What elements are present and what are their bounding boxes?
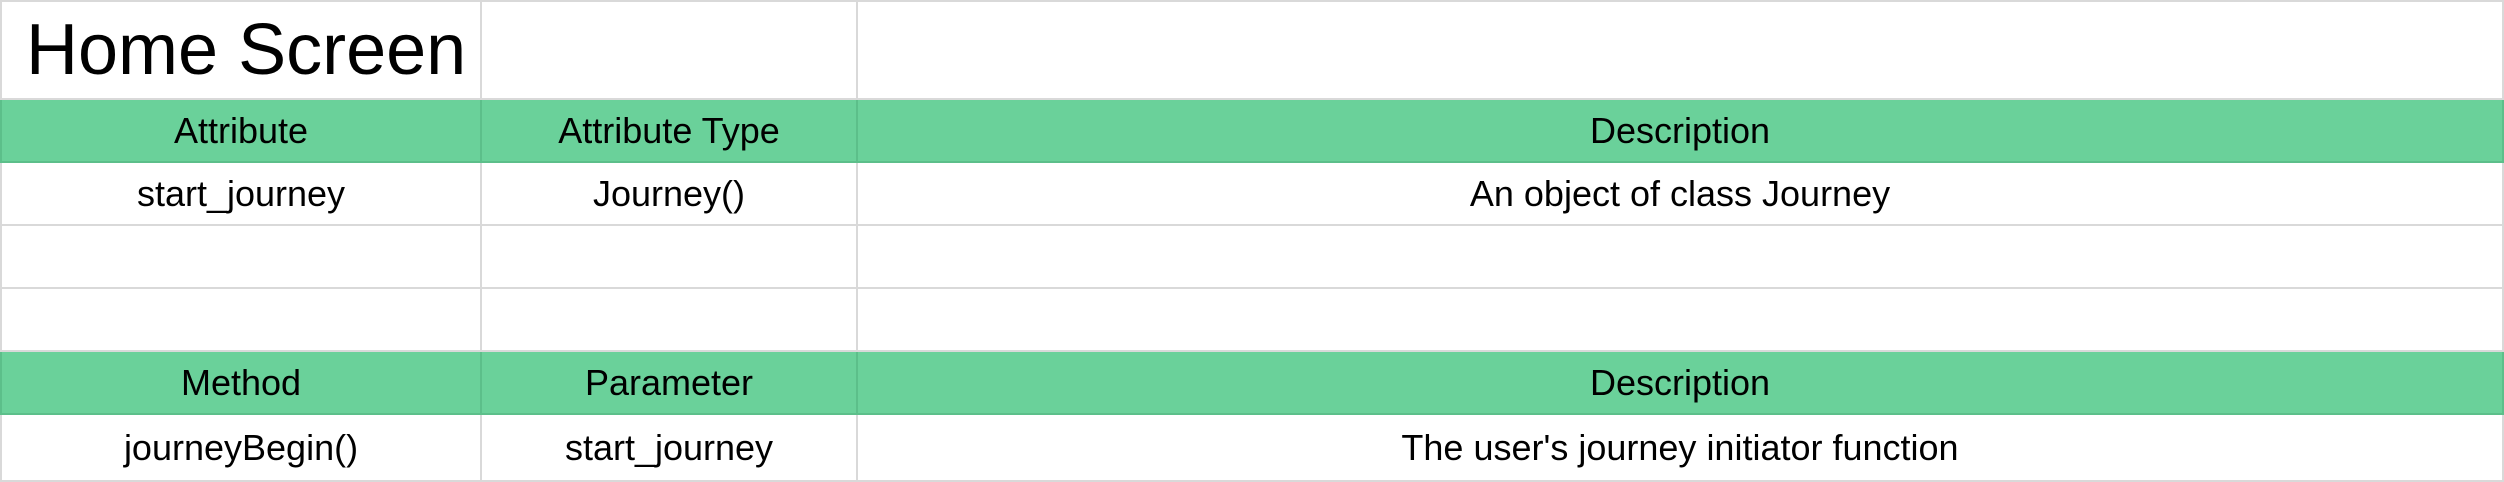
table-cell[interactable]: Journey() xyxy=(482,163,858,226)
cell-value: An object of class Journey xyxy=(1469,172,1891,214)
table-cell[interactable]: An object of class Journey xyxy=(858,163,2504,226)
empty-cell[interactable] xyxy=(0,289,482,352)
table-cell[interactable]: start_journey xyxy=(0,163,482,226)
header-label: Description xyxy=(1589,109,1771,151)
header-cell-parameter[interactable]: Parameter xyxy=(482,352,858,415)
cell-value: start_journey xyxy=(136,172,346,214)
header-cell-attribute[interactable]: Attribute xyxy=(0,100,482,163)
empty-cell[interactable] xyxy=(482,0,858,100)
header-cell-method[interactable]: Method xyxy=(0,352,482,415)
empty-cell[interactable] xyxy=(858,289,2504,352)
cell-value: start_journey xyxy=(564,426,774,468)
cell-value: Journey() xyxy=(592,172,746,214)
header-label: Method xyxy=(180,361,302,403)
table-cell[interactable]: start_journey xyxy=(482,415,858,482)
empty-cell[interactable] xyxy=(482,289,858,352)
empty-cell[interactable] xyxy=(858,226,2504,289)
header-label: Attribute xyxy=(173,109,309,151)
empty-cell[interactable] xyxy=(858,0,2504,100)
page-title: Home Screen xyxy=(26,10,467,90)
header-cell-description[interactable]: Description xyxy=(858,352,2504,415)
header-cell-attribute-type[interactable]: Attribute Type xyxy=(482,100,858,163)
header-label: Attribute Type xyxy=(558,109,780,151)
header-label: Parameter xyxy=(584,361,754,403)
header-label: Description xyxy=(1589,361,1771,403)
header-cell-description[interactable]: Description xyxy=(858,100,2504,163)
page-title-cell[interactable]: Home Screen xyxy=(0,0,482,100)
empty-cell[interactable] xyxy=(482,226,858,289)
table-cell[interactable]: journeyBegin() xyxy=(0,415,482,482)
table-cell[interactable]: The user's journey initiator function xyxy=(858,415,2504,482)
empty-cell[interactable] xyxy=(0,226,482,289)
cell-value: journeyBegin() xyxy=(123,426,359,468)
cell-value: The user's journey initiator function xyxy=(1401,426,1959,468)
